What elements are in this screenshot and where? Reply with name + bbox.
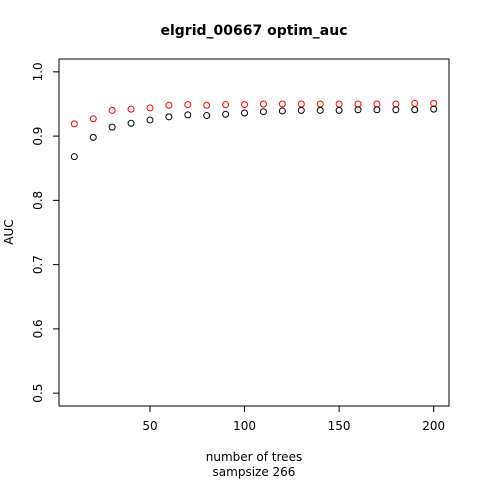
chart-title: elgrid_00667 optim_auc: [160, 23, 347, 39]
data-point-series1-40: [127, 105, 135, 113]
data-point-series2-90: [222, 110, 230, 118]
y-tick-label-3: 0.8: [31, 191, 45, 210]
data-point-series2-200: [430, 105, 438, 113]
data-point-series2-170: [373, 106, 381, 114]
data-point-series1-30: [108, 106, 116, 114]
x-tick-label-150: 150: [328, 419, 351, 433]
data-point-series2-150: [335, 106, 343, 114]
data-point-series2-60: [165, 113, 173, 121]
data-point-series2-30: [108, 123, 116, 131]
x-axis-label: number of trees: [206, 450, 302, 464]
data-point-series1-50: [146, 104, 154, 112]
data-point-series2-100: [241, 109, 249, 117]
data-point-series1-20: [89, 115, 97, 123]
data-point-series2-160: [354, 106, 362, 114]
y-tick-label-0: 0.5: [31, 384, 45, 403]
data-point-series1-110: [259, 100, 267, 108]
y-axis-label: AUC: [2, 219, 16, 244]
data-point-series1-70: [184, 101, 192, 109]
x-tick-label-100: 100: [233, 419, 256, 433]
x-axis-sublabel: sampsize 266: [213, 465, 296, 479]
x-tick-label-200: 200: [422, 419, 445, 433]
data-point-series2-140: [316, 106, 324, 114]
data-point-series1-10: [70, 120, 78, 128]
y-tick-label-2: 0.7: [31, 255, 45, 274]
data-point-series2-180: [392, 106, 400, 114]
plot-area: 50 100 150 200 0.5 0.6 0.7 0.8 0.9 1.0: [31, 58, 450, 433]
data-point-series2-190: [411, 106, 419, 114]
data-point-series2-50: [146, 116, 154, 124]
data-point-series1-80: [203, 101, 211, 109]
data-point-series2-20: [89, 133, 97, 141]
y-tick-label-1: 0.6: [31, 319, 45, 338]
y-tick-label-4: 0.9: [31, 127, 45, 146]
x-tick-label-50: 50: [142, 419, 157, 433]
data-point-series2-70: [184, 111, 192, 119]
data-point-series2-130: [297, 106, 305, 114]
data-point-series2-110: [259, 108, 267, 116]
data-point-series2-80: [203, 112, 211, 120]
data-point-series2-10: [70, 153, 78, 161]
data-point-series2-120: [278, 107, 286, 115]
data-point-series1-120: [278, 100, 286, 108]
plot-frame: [58, 58, 450, 407]
data-point-series1-100: [241, 101, 249, 109]
data-point-series2-40: [127, 119, 135, 127]
data-point-series1-90: [222, 101, 230, 109]
y-tick-label-5: 1.0: [31, 62, 45, 81]
data-point-series1-60: [165, 101, 173, 109]
